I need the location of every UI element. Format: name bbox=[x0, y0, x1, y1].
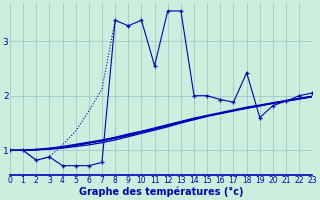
X-axis label: Graphe des températures (°c): Graphe des températures (°c) bbox=[79, 187, 244, 197]
